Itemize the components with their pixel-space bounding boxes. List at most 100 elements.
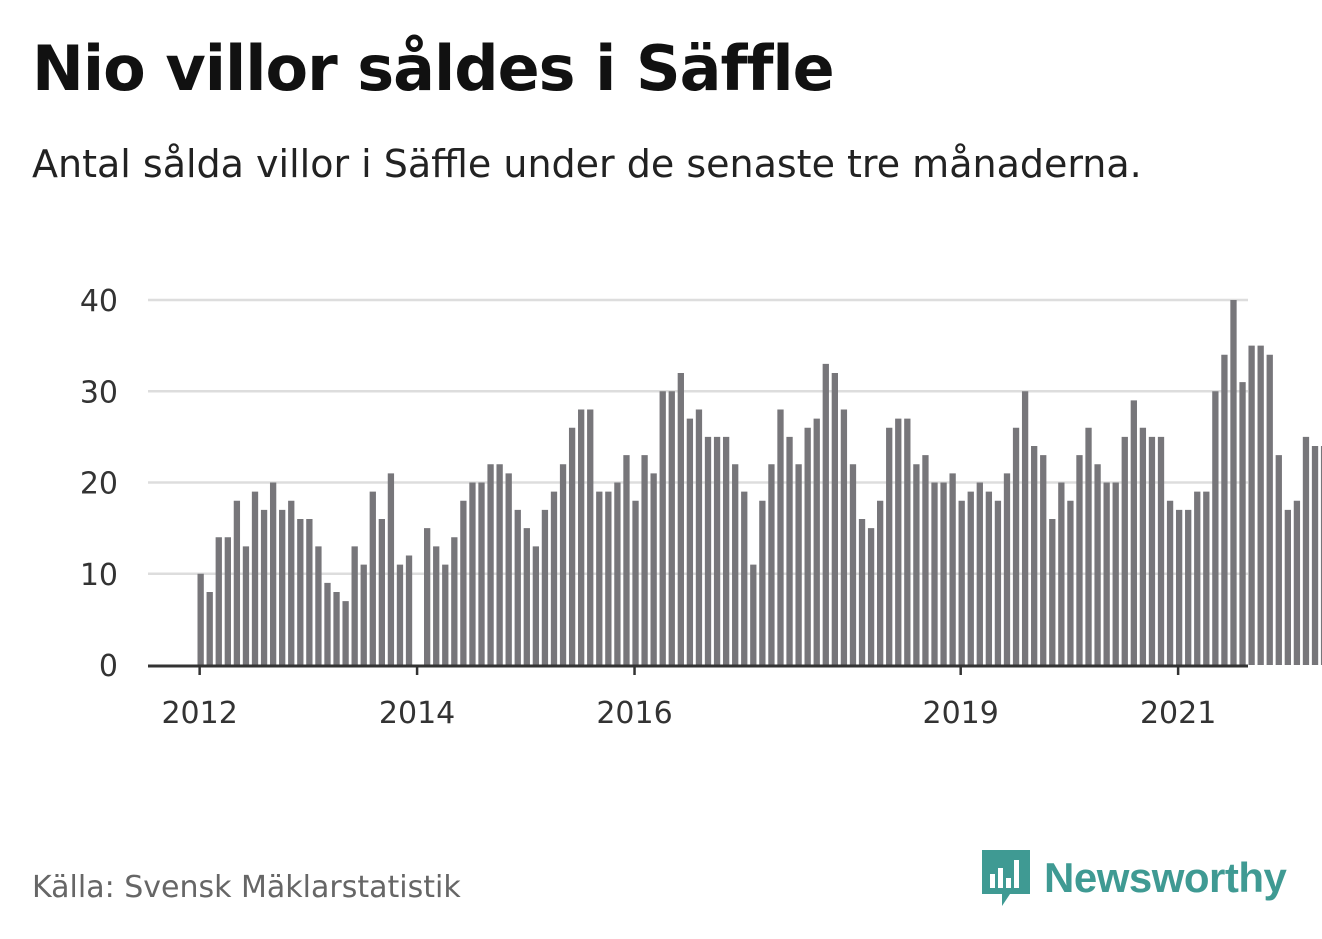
bar: [976, 482, 983, 665]
bar: [985, 491, 993, 665]
bar: [242, 546, 250, 665]
bar: [578, 409, 585, 665]
bar: [1175, 509, 1183, 665]
source-note: Källa: Svensk Mäklarstatistik: [32, 870, 461, 905]
bar-chart: 0102030409201220142016201920212023: [80, 284, 1322, 731]
bar: [568, 427, 576, 665]
bar: [867, 528, 875, 665]
bar: [1320, 446, 1322, 665]
bar: [1157, 436, 1165, 665]
bar: [768, 464, 775, 665]
bar: [1275, 455, 1282, 665]
bar: [333, 592, 340, 665]
axes: [148, 664, 1248, 675]
y-tick-label: 10: [80, 558, 118, 593]
bar: [369, 491, 376, 665]
bar: [1103, 482, 1110, 665]
bar: [804, 427, 811, 665]
bar: [722, 436, 730, 665]
x-tick-label: 2019: [923, 696, 999, 731]
y-tick-label: 20: [80, 467, 118, 502]
bar: [478, 482, 485, 665]
bar: [849, 464, 857, 665]
brand-logo[interactable]: Newsworthy: [980, 848, 1287, 908]
bar: [559, 464, 567, 665]
bar: [994, 500, 1002, 665]
bar: [1230, 300, 1237, 665]
bar: [677, 373, 684, 665]
bar: [433, 546, 440, 665]
bar: [605, 491, 612, 665]
bar: [233, 500, 241, 665]
bar: [360, 564, 367, 665]
bar: [931, 482, 938, 665]
y-tick-label: 30: [80, 375, 118, 410]
bar: [877, 500, 884, 665]
bar: [197, 573, 204, 665]
bar: [1203, 491, 1210, 665]
bar: [1266, 354, 1273, 665]
x-tick-label: 2021: [1140, 696, 1216, 731]
bar: [1239, 382, 1246, 665]
bar: [1166, 500, 1174, 665]
bar: [1257, 345, 1264, 665]
bar: [904, 418, 911, 665]
bar: [405, 555, 413, 665]
bar: [587, 409, 594, 665]
x-tick-label: 2016: [596, 696, 672, 731]
bar: [840, 409, 848, 665]
bar: [759, 500, 766, 665]
bar: [442, 564, 449, 665]
bar: [668, 391, 675, 665]
bar: [614, 482, 621, 665]
bar: [777, 409, 784, 665]
bar: [1076, 455, 1083, 665]
bar: [224, 537, 231, 665]
bar: [424, 528, 431, 665]
bar: [913, 464, 920, 665]
bar: [695, 409, 703, 665]
bar: [396, 564, 404, 665]
bar: [895, 418, 902, 665]
bar: [1139, 427, 1147, 665]
bars: [197, 300, 1322, 665]
bar: [315, 546, 322, 665]
bar: [351, 546, 358, 665]
tick-labels: 0102030409201220142016201920212023: [80, 284, 1216, 731]
bar: [1031, 446, 1038, 665]
bar: [279, 509, 286, 665]
brand-name: Newsworthy: [1044, 854, 1287, 901]
bar: [750, 564, 757, 665]
bar: [550, 491, 558, 665]
bar: [949, 473, 956, 665]
bar: [1302, 436, 1310, 665]
bar: [1112, 482, 1119, 665]
bar: [460, 500, 467, 665]
bar: [206, 592, 213, 665]
bar: [795, 464, 802, 665]
bar: [1130, 400, 1137, 665]
bar: [886, 427, 893, 665]
bar: [306, 519, 313, 665]
bar: [1148, 436, 1156, 665]
bar: [451, 537, 458, 665]
bar: [1094, 464, 1101, 665]
bar: [858, 519, 866, 665]
bar: [1049, 519, 1056, 665]
bar: [514, 509, 521, 665]
bar: [1040, 455, 1047, 665]
bar: [1067, 500, 1074, 665]
bar: [713, 436, 721, 665]
bar: [1293, 500, 1301, 665]
bar: [822, 363, 829, 665]
bar: [813, 418, 820, 665]
bar: [215, 537, 222, 665]
bar: [1311, 446, 1319, 665]
bar: [659, 391, 666, 665]
bar: [1021, 391, 1029, 665]
bar: [288, 500, 295, 665]
bar: [650, 473, 657, 665]
bar: [1121, 436, 1128, 665]
chart-subtitle: Antal sålda villor i Säffle under de sen…: [32, 142, 1142, 186]
bar: [260, 509, 268, 665]
